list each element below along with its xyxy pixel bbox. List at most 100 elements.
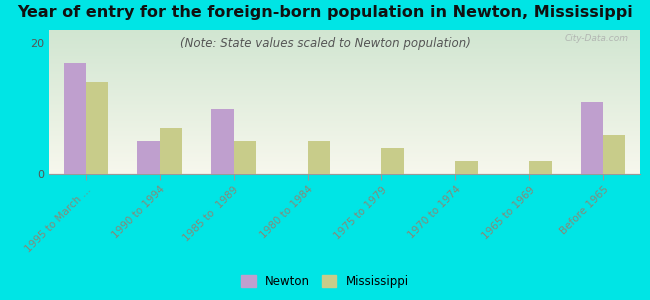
Bar [49,167,640,168]
Bar [49,149,640,150]
Bar [49,66,640,67]
Bar [49,30,640,31]
Bar [49,71,640,72]
Bar [49,150,640,151]
Bar [49,78,640,79]
Bar [581,102,603,174]
Bar [49,129,640,130]
Bar [49,168,640,169]
Bar [49,132,640,133]
Bar [49,73,640,74]
Bar [49,162,640,163]
Bar [49,86,640,87]
Bar [49,172,640,173]
Bar [456,161,478,174]
Bar [49,104,640,105]
Bar [49,143,640,144]
Bar [49,64,640,65]
Bar [49,93,640,94]
Bar [49,85,640,86]
Text: (Note: State values scaled to Newton population): (Note: State values scaled to Newton pop… [179,38,471,50]
Bar [49,77,640,78]
Bar [49,50,640,51]
Bar [49,152,640,153]
Bar [49,137,640,138]
Bar [49,51,640,52]
Bar [49,116,640,117]
Bar [49,31,640,32]
Bar [49,75,640,76]
Bar [49,60,640,61]
Bar [49,111,640,112]
Bar [49,144,640,145]
Bar [49,46,640,47]
Bar [49,69,640,70]
Bar [49,115,640,116]
Bar [49,61,640,62]
Bar [49,154,640,155]
Bar [49,140,640,141]
Bar [49,148,640,149]
Bar [138,141,160,174]
Bar [49,110,640,111]
Bar [49,33,640,34]
Bar [529,161,551,174]
Bar [49,160,640,161]
Bar [49,103,640,104]
Bar [49,135,640,136]
Bar [211,109,233,174]
Bar [49,36,640,37]
Bar [49,68,640,69]
Bar [49,82,640,83]
Bar [49,76,640,77]
Bar [49,49,640,50]
Bar [64,63,86,174]
Bar [49,43,640,44]
Bar [49,48,640,49]
Bar [49,153,640,154]
Bar [49,173,640,174]
Bar [49,35,640,36]
Bar [49,53,640,54]
Bar [49,109,640,110]
Bar [307,141,330,174]
Bar [49,40,640,41]
Bar [49,170,640,171]
Bar [49,164,640,165]
Bar [49,146,640,147]
Bar [49,142,640,143]
Bar [49,47,640,48]
Bar [49,163,640,164]
Bar [49,90,640,91]
Bar [382,148,404,174]
Bar [49,52,640,53]
Bar [49,133,640,134]
Bar [49,74,640,75]
Bar [49,89,640,90]
Bar [49,101,640,102]
Bar [49,117,640,118]
Bar [49,125,640,126]
Bar [49,37,640,38]
Bar [49,161,640,162]
Bar [49,54,640,55]
Bar [49,128,640,129]
Bar [49,121,640,122]
Bar [49,145,640,146]
Bar [49,91,640,92]
Bar [49,155,640,156]
Bar [49,169,640,170]
Bar [49,63,640,64]
Bar [49,97,640,98]
Bar [49,156,640,157]
Bar [49,58,640,59]
Bar [49,95,640,96]
Bar [49,136,640,137]
Bar [49,108,640,109]
Bar [49,166,640,167]
Bar [49,118,640,119]
Bar [49,123,640,124]
Bar [49,106,640,107]
Bar [49,105,640,106]
Bar [49,42,640,43]
